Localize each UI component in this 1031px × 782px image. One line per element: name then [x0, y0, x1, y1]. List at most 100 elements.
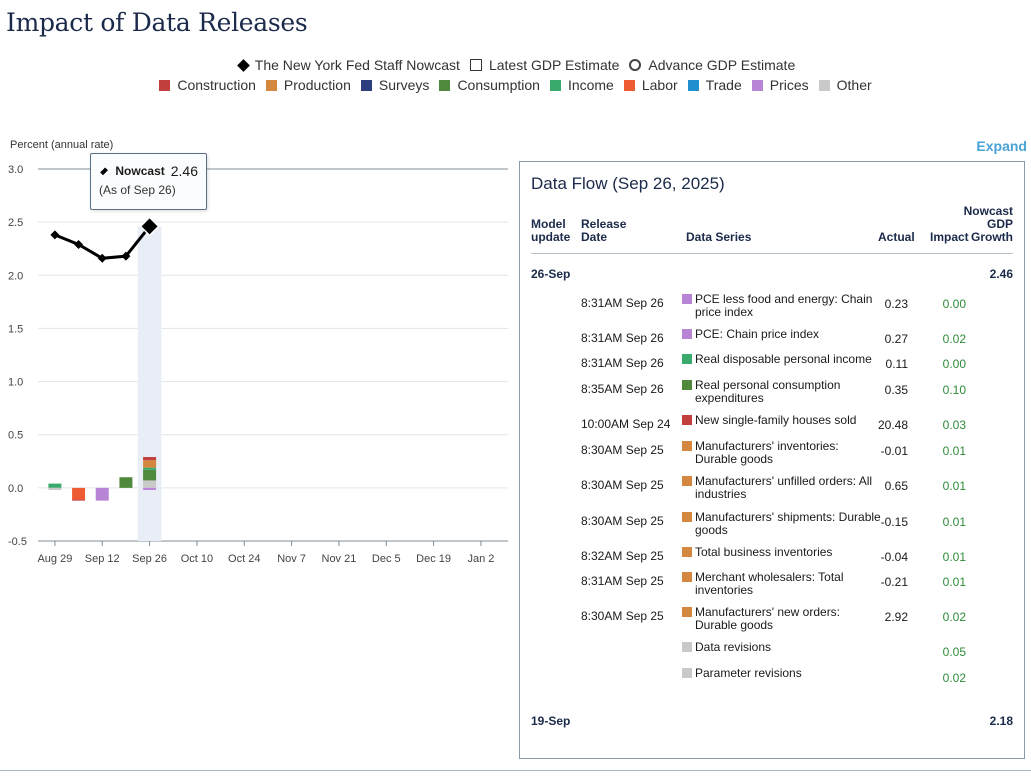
- y-tick-label: 1.0: [8, 377, 23, 389]
- legend-label: Trade: [705, 77, 742, 93]
- legend-item-prices[interactable]: Prices: [751, 77, 809, 93]
- legend-swatch: [159, 79, 171, 91]
- legend-swatch: [751, 79, 763, 91]
- row-release-date: 8:30AM Sep 25: [581, 514, 664, 528]
- row-impact: 0.02: [942, 610, 966, 624]
- group-nowcast-26-sep: 2.46: [989, 267, 1013, 281]
- header-divider: [531, 253, 1013, 254]
- legend-item-production[interactable]: Production: [265, 77, 351, 93]
- row-impact: 0.01: [942, 479, 966, 493]
- legend-item-advance-gdp[interactable]: Advance GDP Estimate: [629, 57, 795, 73]
- nowcast-point: [74, 239, 84, 249]
- row-data-series: Manufacturers' shipments: Durable goods: [695, 511, 881, 537]
- marker-legend: The New York Fed Staff Nowcast Latest GD…: [0, 57, 1031, 73]
- row-actual: 2.92: [884, 610, 908, 624]
- legend-item-other[interactable]: Other: [818, 77, 872, 93]
- legend-item-income[interactable]: Income: [549, 77, 614, 93]
- nowcast-chart: Percent (annual rate) 3.0 2.5 2.0 1.5 1.0 0.5…: [8, 139, 508, 565]
- row-actual: 0.35: [884, 383, 908, 397]
- nowcast-line: [54, 225, 151, 260]
- row-data-series: Manufacturers' new orders: Durable goods: [695, 606, 881, 632]
- legend-label: Latest GDP Estimate: [488, 57, 620, 73]
- impact-bar-segment: [48, 487, 62, 490]
- y-tick-label: 1.5: [8, 323, 23, 335]
- impact-bar-segment: [143, 469, 157, 481]
- series-line: Merchant wholesalers: Total: [695, 570, 844, 584]
- legend-item-surveys[interactable]: Surveys: [360, 77, 430, 93]
- x-tick-label: Oct 24: [228, 553, 260, 565]
- row-actual: 20.48: [877, 418, 908, 432]
- legend-label: Prices: [769, 77, 809, 93]
- x-tick-label: Oct 10: [181, 553, 213, 565]
- legend-label: The New York Fed Staff Nowcast: [254, 57, 460, 73]
- row-release-date: 8:35AM Sep 26: [581, 382, 664, 396]
- legend-item-nowcast[interactable]: The New York Fed Staff Nowcast: [236, 57, 460, 73]
- impact-bar-segment: [143, 457, 157, 461]
- row-data-series: Data revisions: [695, 641, 881, 654]
- row-actual: -0.15: [880, 515, 908, 529]
- series-line: price index: [695, 305, 754, 319]
- bottom-divider: [0, 770, 1031, 771]
- impact-bar-segment: [143, 460, 157, 468]
- diamond-icon: [100, 166, 109, 176]
- category-legend: Construction Production Surveys Consumption…: [0, 77, 1031, 93]
- row-impact: 0.02: [942, 671, 966, 685]
- legend-item-trade[interactable]: Trade: [687, 77, 742, 93]
- row-release-date: 8:30AM Sep 25: [581, 478, 664, 492]
- expand-link[interactable]: Expand: [976, 138, 1027, 154]
- series-line: Manufacturers' new orders:: [695, 605, 841, 619]
- row-impact: 0.03: [942, 418, 966, 432]
- group-label-26-sep: 26-Sep: [531, 267, 571, 281]
- row-actual: 0.65: [884, 479, 908, 493]
- series-line: industries: [695, 487, 747, 501]
- row-data-series: Parameter revisions: [695, 667, 881, 680]
- series-swatch: [682, 668, 692, 678]
- row-actual: -0.21: [880, 575, 908, 589]
- legend-item-construction[interactable]: Construction: [159, 77, 256, 93]
- legend-item-consumption[interactable]: Consumption: [439, 77, 540, 93]
- row-impact: 0.01: [942, 444, 966, 458]
- impact-bar-segment: [143, 487, 157, 490]
- y-tick-label: 0.0: [8, 483, 23, 495]
- legend-label: Construction: [177, 77, 256, 93]
- y-tick-label: 2.5: [8, 217, 23, 229]
- nowcast-point: [121, 251, 131, 261]
- row-release-date: 8:30AM Sep 25: [581, 443, 664, 457]
- header-actual: Actual: [878, 230, 915, 244]
- series-line: Real personal consumption: [695, 378, 841, 392]
- row-actual: 0.27: [884, 332, 908, 346]
- header-model-update: Model update: [531, 217, 571, 244]
- impact-bar-segment: [143, 480, 157, 488]
- y-axis-title: Percent (annual rate): [10, 139, 113, 151]
- row-impact: 0.01: [942, 515, 966, 529]
- nowcast-point: [97, 253, 107, 263]
- legend-item-latest-gdp[interactable]: Latest GDP Estimate: [469, 57, 620, 73]
- legend-label: Surveys: [378, 77, 430, 93]
- series-line: Manufacturers' inventories:: [695, 439, 839, 453]
- y-tick-label: 2.0: [8, 270, 23, 282]
- row-data-series: Real personal consumption expenditures: [695, 379, 881, 405]
- legend-item-labor[interactable]: Labor: [623, 77, 678, 93]
- highlight-band: [137, 226, 162, 541]
- nowcast-point: [139, 216, 160, 237]
- square-icon: [469, 59, 482, 71]
- x-tick-label: Aug 29: [37, 553, 72, 565]
- row-actual: 0.11: [885, 357, 908, 371]
- series-line: PCE less food and energy: Chain: [695, 292, 873, 306]
- legend-swatch: [549, 79, 561, 91]
- x-tick-label: Nov 7: [277, 553, 306, 565]
- tooltip-value: 2.46: [170, 163, 198, 179]
- series-line: Real disposable personal income: [695, 352, 872, 366]
- row-impact: 0.10: [942, 383, 966, 397]
- series-line: Durable goods: [695, 452, 774, 466]
- series-line: Data revisions: [695, 640, 772, 654]
- header-impact: Impact: [930, 230, 969, 244]
- nowcast-point: [50, 230, 60, 240]
- series-swatch: [682, 476, 692, 486]
- series-swatch: [682, 329, 692, 339]
- impact-bar-segment: [95, 487, 109, 501]
- x-tick-label: Dec 5: [372, 553, 401, 565]
- row-release-date: 8:32AM Sep 25: [581, 549, 664, 563]
- page-title: Impact of Data Releases: [6, 8, 308, 37]
- x-tick-label: Dec 19: [416, 553, 451, 565]
